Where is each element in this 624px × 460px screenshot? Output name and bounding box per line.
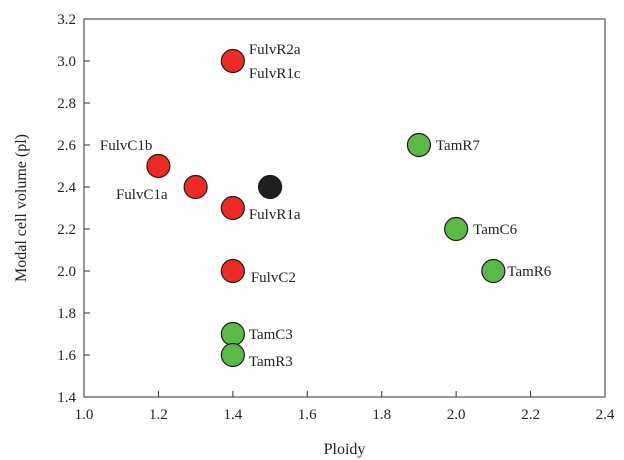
plot-frame — [83, 18, 606, 398]
x-tick-label: 1.2 — [149, 407, 168, 423]
x-axis-title: Ploidy — [324, 441, 366, 458]
data-point-control — [257, 174, 283, 200]
data-point-tam — [481, 258, 506, 284]
y-tick-label: 2.2 — [57, 222, 76, 238]
y-tick-label: 2.6 — [57, 138, 76, 154]
y-tick-label: 3.2 — [57, 12, 76, 28]
data-point-tam — [220, 342, 245, 368]
point-label: TamC3 — [249, 327, 293, 343]
point-label: FulvR1c — [249, 66, 301, 82]
x-tick-label: 2.0 — [447, 407, 466, 423]
y-tick-label: 1.6 — [57, 348, 76, 364]
point-label: FulvC1a — [116, 187, 168, 203]
point-label: TamR7 — [436, 138, 480, 154]
y-tick-label: 1.4 — [57, 390, 76, 406]
y-axis-title: Modal cell volume (pl) — [13, 134, 30, 282]
point-label: FulvC2 — [251, 270, 296, 286]
point-label: TamR6 — [507, 264, 551, 280]
y-tick-label: 3.0 — [57, 54, 76, 70]
y-tick-label: 2.8 — [57, 96, 76, 112]
point-label: FulvR2a — [249, 42, 301, 58]
data-point-tam — [444, 216, 469, 242]
data-point-tam — [220, 321, 245, 347]
data-point-fulv — [220, 258, 245, 284]
x-tick-label: 1.0 — [75, 407, 94, 423]
y-tick-label: 1.8 — [57, 306, 76, 322]
data-point-fulv — [183, 174, 208, 200]
x-tick-label: 1.8 — [372, 407, 391, 423]
data-point-fulv — [220, 195, 245, 221]
point-label: FulvR1a — [249, 207, 301, 223]
point-label: FulvC1b — [100, 138, 153, 154]
data-point-fulv — [220, 48, 245, 74]
data-point-tam — [406, 132, 432, 158]
y-axis-ticks: 1.4 1.6 1.8 2.0 2.2 2.4 2.6 2.8 3.0 3.2 — [57, 12, 90, 406]
point-label: TamC6 — [473, 222, 517, 238]
x-tick-label: 1.4 — [223, 407, 242, 423]
x-tick-label: 2.2 — [521, 407, 540, 423]
data-point-fulv — [146, 153, 171, 179]
data-points: FulvR2a FulvR1c FulvC1b FulvC1a FulvR1a FulvC… — [100, 42, 552, 370]
y-tick-label: 2.4 — [57, 180, 76, 196]
x-tick-label: 1.6 — [298, 407, 317, 423]
y-tick-label: 2.0 — [57, 264, 76, 280]
point-label: TamR3 — [249, 354, 293, 370]
x-axis-ticks: 1.0 1.2 1.4 1.6 1.8 2.0 2.2 2.4 — [75, 391, 615, 423]
x-tick-label: 2.4 — [596, 407, 615, 423]
